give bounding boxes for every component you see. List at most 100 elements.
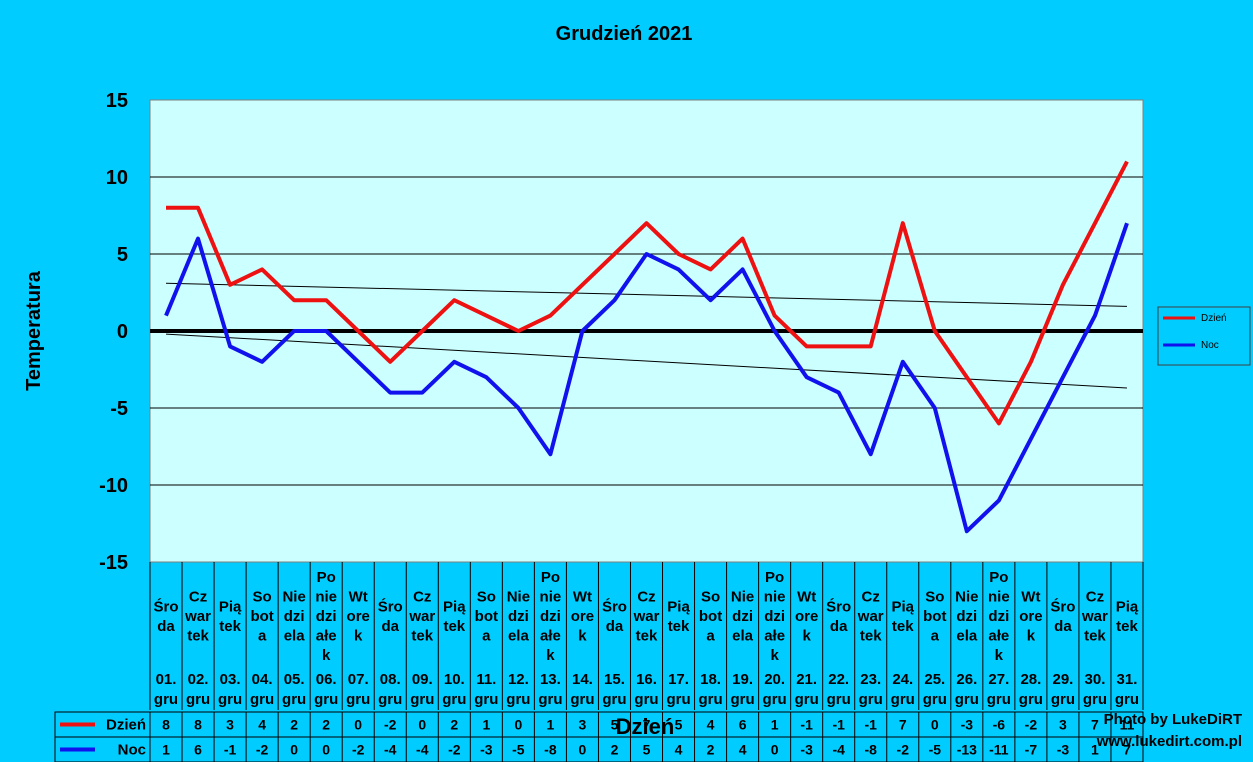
weekday-label: Wt ore k <box>795 589 818 645</box>
date-label: 27. gru <box>987 671 1011 708</box>
date-label: 01. gru <box>154 671 178 708</box>
date-label: 24. gru <box>891 671 915 708</box>
data-table-value: -1 <box>224 742 237 758</box>
date-label: 03. gru <box>218 671 242 708</box>
data-table-value: 7 <box>1123 742 1131 758</box>
data-table-value: 5 <box>675 717 683 733</box>
data-table-value: -5 <box>512 742 525 758</box>
weekday-label: Cz war tek <box>857 589 884 645</box>
date-label: 10. gru <box>442 671 466 708</box>
date-label: 04. gru <box>250 671 274 708</box>
data-table-value: -3 <box>480 742 493 758</box>
date-label: 13. gru <box>538 671 562 708</box>
date-label: 22. gru <box>827 671 851 708</box>
legend: Dzień Noc <box>1157 306 1251 366</box>
data-table-series-name-noc: Noc <box>118 742 146 759</box>
data-table-value: 0 <box>322 742 330 758</box>
weekday-label: Wt ore k <box>347 589 370 645</box>
series-lines <box>164 160 1129 534</box>
data-table-value: 0 <box>579 742 587 758</box>
data-table-value: -4 <box>832 742 845 758</box>
data-table-value: 3 <box>1059 717 1067 733</box>
data-table-value: 2 <box>450 717 458 733</box>
y-tick-label: 15 <box>106 90 128 112</box>
weekday-label: Nie dzi ela <box>731 589 754 645</box>
y-tick-label: 10 <box>106 167 128 189</box>
date-label: 16. gru <box>634 671 658 708</box>
data-table-value: 0 <box>290 742 298 758</box>
watermark: Photo by LukeDiRT www.lukedirt.com.pl <box>1096 711 1242 750</box>
legend-label-dzien: Dzień <box>1201 313 1227 324</box>
date-label: 14. gru <box>570 671 594 708</box>
data-table-value: 5 <box>611 717 619 733</box>
data-table-value: 1 <box>547 717 555 733</box>
weekday-label: Śro da <box>154 597 179 635</box>
series-line-noc <box>164 222 1129 534</box>
data-table-value: -13 <box>957 742 977 758</box>
weekday-label: Cz war tek <box>1081 589 1108 645</box>
weekday-label: So bot a <box>923 589 946 645</box>
data-table-value: -2 <box>352 742 365 758</box>
data-table-value: 0 <box>771 742 779 758</box>
date-label: 28. gru <box>1019 671 1043 708</box>
y-tick-label: -10 <box>99 475 128 497</box>
data-table-value: -2 <box>448 742 461 758</box>
y-tick-label: -15 <box>99 552 128 574</box>
weekday-label: Po nie dzi ałe k <box>315 569 337 664</box>
date-label: 11. gru <box>474 671 498 708</box>
weekday-label: Śro da <box>378 597 403 635</box>
weekday-label: Po nie dzi ałe k <box>540 569 562 664</box>
data-table-value: -8 <box>864 742 877 758</box>
data-table-value: -6 <box>993 717 1006 733</box>
date-label: 12. gru <box>506 671 530 708</box>
data-table-value: -2 <box>256 742 269 758</box>
weekday-label: Wt ore k <box>1019 589 1042 645</box>
data-table-value: 7 <box>1091 717 1099 733</box>
weekday-label: Cz war tek <box>633 589 660 645</box>
data-table-value: 1 <box>1091 742 1099 758</box>
x-axis-label: Dzień <box>616 714 675 739</box>
data-table-value: -1 <box>800 717 813 733</box>
weekday-label: Pią tek <box>443 598 466 635</box>
y-axis-label: Temperatura <box>23 270 45 391</box>
data-table-value: 6 <box>739 717 747 733</box>
data-table-value: -2 <box>897 742 910 758</box>
data-table-value: 7 <box>899 717 907 733</box>
data-table-value: -3 <box>1057 742 1070 758</box>
data-table-value: 4 <box>675 742 683 758</box>
data-table-value: 1 <box>482 717 490 733</box>
data-table-value: -8 <box>544 742 557 758</box>
date-label: 23. gru <box>859 671 883 708</box>
data-table-value: -4 <box>416 742 429 758</box>
weekday-label: Po nie dzi ałe k <box>764 569 786 664</box>
weekday-label: Nie dzi ela <box>282 589 305 645</box>
date-label: 05. gru <box>282 671 306 708</box>
date-label: 18. gru <box>698 671 722 708</box>
data-table-value: -4 <box>384 742 397 758</box>
data-table-value: 4 <box>739 742 747 758</box>
data-table-value: -2 <box>1025 717 1038 733</box>
weekday-label: Pią tek <box>1116 598 1139 635</box>
data-table-value: 1 <box>162 742 170 758</box>
data-table-value: 8 <box>194 717 202 733</box>
weekday-label: Cz war tek <box>408 589 435 645</box>
data-table-value: -3 <box>961 717 974 733</box>
data-table-value: 3 <box>579 717 587 733</box>
date-label: 08. gru <box>378 671 402 708</box>
y-tick-label: 5 <box>117 244 128 266</box>
data-table-value: 3 <box>226 717 234 733</box>
data-table-value: 8 <box>162 717 170 733</box>
weekday-label: Nie dzi ela <box>507 589 530 645</box>
date-label: 26. gru <box>955 671 979 708</box>
date-label: 25. gru <box>923 671 947 708</box>
date-label: 30. gru <box>1083 671 1107 708</box>
data-table-value: 11 <box>1120 717 1135 733</box>
weekday-label: Śro da <box>1050 597 1075 635</box>
watermark-line2: www.lukedirt.com.pl <box>1096 733 1242 750</box>
data-table-value: 2 <box>322 717 330 733</box>
series-line-dzien <box>166 160 1129 426</box>
data-table-value: -7 <box>1025 742 1038 758</box>
data-table-value: 0 <box>418 717 426 733</box>
